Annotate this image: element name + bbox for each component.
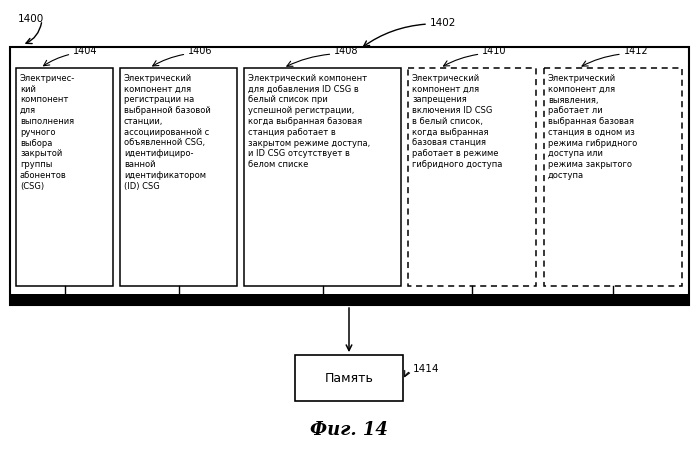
Text: 1414: 1414 bbox=[413, 364, 440, 374]
Text: Память: Память bbox=[324, 372, 373, 384]
Text: Электричес-
кий
компонент
для
выполнения
ручного
выбора
закрытой
группы
абоненто: Электричес- кий компонент для выполнения… bbox=[20, 74, 75, 190]
Bar bbox=[244, 68, 401, 286]
Bar bbox=[10, 294, 689, 305]
Bar bbox=[120, 68, 237, 286]
Bar bbox=[408, 68, 536, 286]
Text: 1400: 1400 bbox=[18, 14, 44, 24]
Text: 1402: 1402 bbox=[430, 18, 456, 28]
Text: Электрический компонент
для добавления ID CSG в
белый список при
успешной регист: Электрический компонент для добавления I… bbox=[248, 74, 370, 169]
Text: 1408: 1408 bbox=[334, 46, 359, 56]
Bar bbox=[10, 47, 689, 305]
Bar bbox=[16, 68, 113, 286]
Text: Фиг. 14: Фиг. 14 bbox=[310, 421, 388, 439]
Text: Электрический
компонент для
регистрации на
выбранной базовой
станции,
ассоцииров: Электрический компонент для регистрации … bbox=[124, 74, 211, 190]
Text: 1406: 1406 bbox=[188, 46, 213, 56]
Text: 1410: 1410 bbox=[482, 46, 507, 56]
Bar bbox=[544, 68, 682, 286]
Text: Электрический
компонент для
выявления,
работает ли
выбранная базовая
станция в о: Электрический компонент для выявления, р… bbox=[548, 74, 637, 180]
Bar bbox=[295, 355, 403, 401]
Text: 1404: 1404 bbox=[73, 46, 98, 56]
Text: Электрический
компонент для
запрещения
включения ID CSG
в белый список,
когда вы: Электрический компонент для запрещения в… bbox=[412, 74, 503, 169]
Text: 1412: 1412 bbox=[624, 46, 649, 56]
